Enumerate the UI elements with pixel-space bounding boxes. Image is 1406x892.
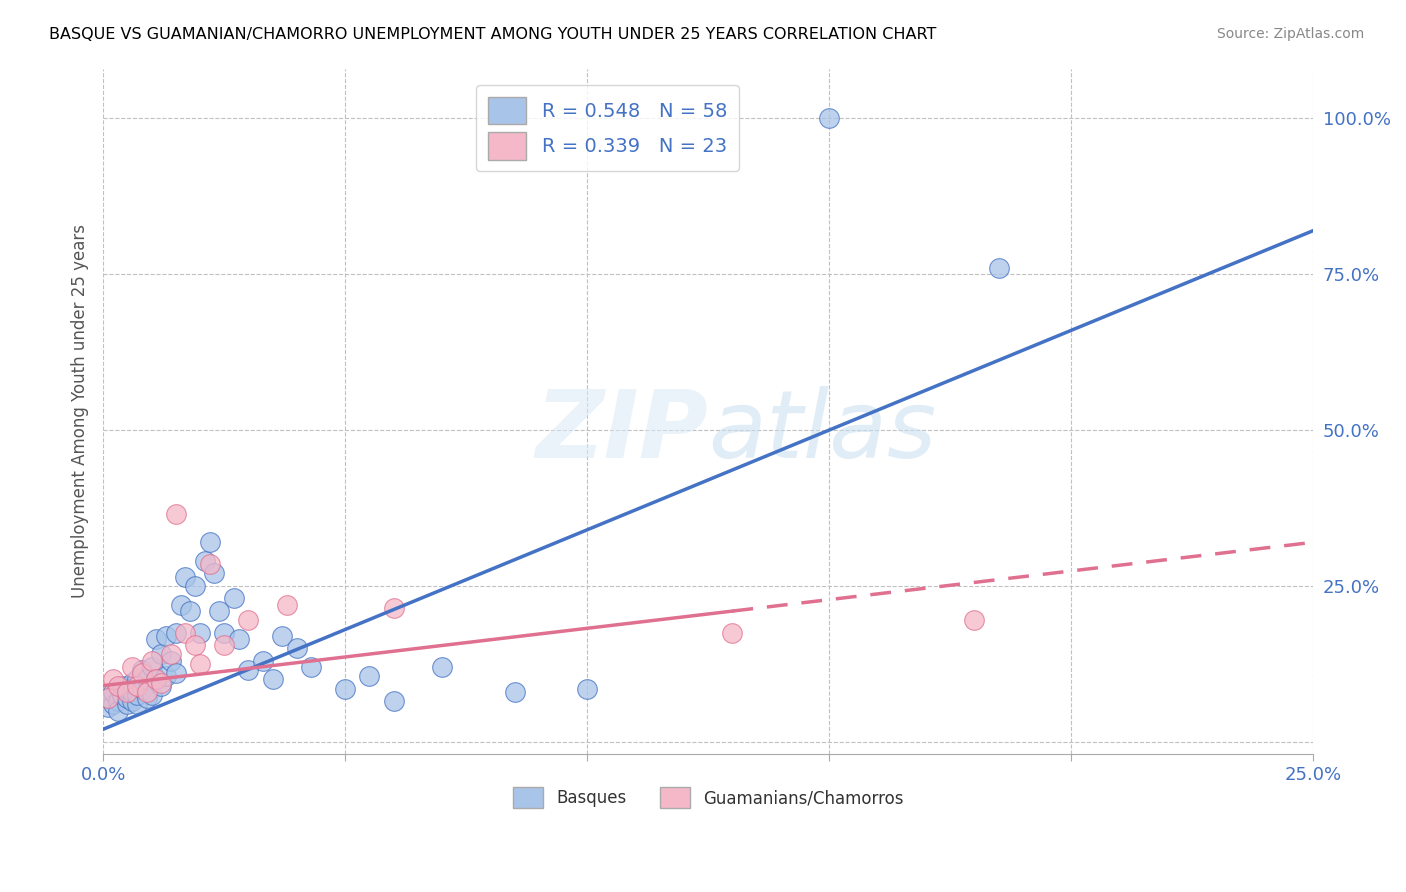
- Point: [150, 675, 173, 690]
- Point: [97, 691, 120, 706]
- Point: [125, 673, 148, 687]
- Point: [184, 579, 207, 593]
- Point: [198, 557, 221, 571]
- Point: [150, 648, 173, 662]
- Point: [131, 681, 153, 696]
- Point: [359, 669, 381, 683]
- Point: [141, 654, 163, 668]
- Point: [276, 598, 298, 612]
- Point: [204, 566, 226, 581]
- Point: [145, 673, 167, 687]
- Point: [107, 694, 129, 708]
- Point: [107, 704, 129, 718]
- Point: [184, 638, 207, 652]
- Point: [208, 604, 231, 618]
- Point: [238, 613, 260, 627]
- Point: [117, 685, 139, 699]
- Point: [333, 681, 356, 696]
- Point: [111, 688, 134, 702]
- Point: [174, 569, 197, 583]
- Point: [198, 535, 221, 549]
- Point: [101, 698, 124, 712]
- Point: [135, 673, 157, 687]
- Point: [135, 685, 157, 699]
- Point: [212, 625, 235, 640]
- Point: [188, 657, 211, 671]
- Point: [97, 691, 120, 706]
- Point: [382, 694, 405, 708]
- Point: [503, 685, 526, 699]
- Point: [117, 691, 139, 706]
- Point: [141, 688, 163, 702]
- Point: [131, 663, 153, 677]
- Point: [121, 675, 143, 690]
- Point: [165, 507, 187, 521]
- Point: [252, 654, 274, 668]
- Point: [238, 663, 260, 677]
- Point: [382, 600, 405, 615]
- Point: [107, 679, 129, 693]
- Text: Source: ZipAtlas.com: Source: ZipAtlas.com: [1216, 27, 1364, 41]
- Point: [121, 660, 143, 674]
- Point: [963, 613, 986, 627]
- Point: [228, 632, 250, 646]
- Point: [169, 598, 191, 612]
- Point: [101, 673, 124, 687]
- Point: [117, 698, 139, 712]
- Point: [155, 669, 177, 683]
- Point: [430, 660, 453, 674]
- Text: BASQUE VS GUAMANIAN/CHAMORRO UNEMPLOYMENT AMONG YOUTH UNDER 25 YEARS CORRELATION: BASQUE VS GUAMANIAN/CHAMORRO UNEMPLOYMEN…: [49, 27, 936, 42]
- Point: [101, 685, 124, 699]
- Point: [121, 694, 143, 708]
- Point: [155, 629, 177, 643]
- Point: [174, 625, 197, 640]
- Point: [145, 632, 167, 646]
- Point: [141, 660, 163, 674]
- Point: [194, 554, 217, 568]
- Point: [135, 691, 157, 706]
- Point: [188, 625, 211, 640]
- Point: [222, 591, 245, 606]
- Point: [131, 666, 153, 681]
- Point: [121, 685, 143, 699]
- Point: [818, 112, 841, 126]
- Point: [125, 698, 148, 712]
- Point: [262, 673, 284, 687]
- Point: [97, 700, 120, 714]
- Point: [125, 688, 148, 702]
- Point: [160, 654, 183, 668]
- Point: [117, 681, 139, 696]
- Point: [576, 681, 599, 696]
- Point: [299, 660, 322, 674]
- Point: [987, 260, 1010, 275]
- Y-axis label: Unemployment Among Youth under 25 years: Unemployment Among Youth under 25 years: [72, 225, 89, 599]
- Point: [179, 604, 201, 618]
- Point: [125, 679, 148, 693]
- Point: [150, 679, 173, 693]
- Legend: Basques, Guamanians/Chamorros: Basques, Guamanians/Chamorros: [506, 780, 910, 814]
- Text: atlas: atlas: [709, 386, 936, 477]
- Point: [285, 641, 308, 656]
- Point: [721, 625, 744, 640]
- Point: [271, 629, 294, 643]
- Point: [165, 666, 187, 681]
- Text: ZIP: ZIP: [536, 386, 709, 478]
- Point: [165, 625, 187, 640]
- Point: [111, 679, 134, 693]
- Point: [145, 673, 167, 687]
- Point: [212, 638, 235, 652]
- Point: [160, 648, 183, 662]
